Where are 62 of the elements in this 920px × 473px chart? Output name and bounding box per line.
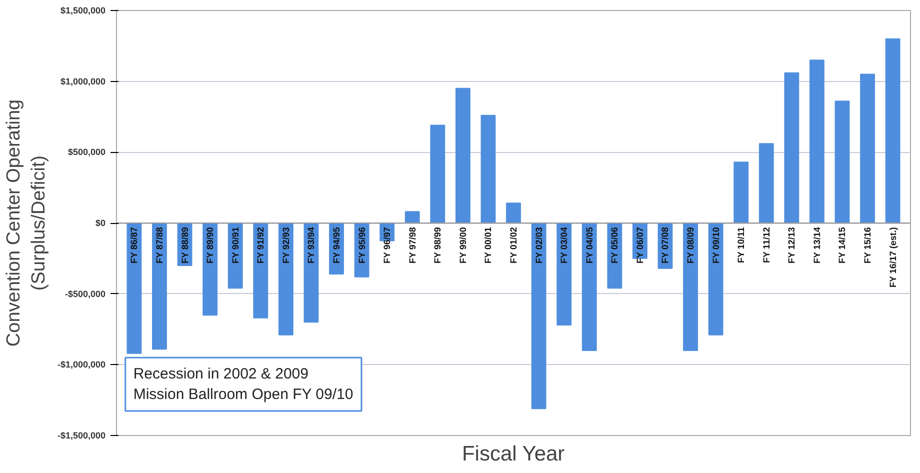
bar — [126, 222, 142, 354]
x-tick-label: FY 04/05 — [584, 227, 594, 264]
x-tick-label: FY 96/97 — [382, 227, 392, 264]
x-tick-label: FY 87/88 — [154, 227, 164, 264]
x-tick-label: FY 00/01 — [483, 227, 494, 264]
bar — [582, 222, 597, 351]
bar — [455, 88, 470, 224]
x-tick-label: FY 06/07 — [634, 227, 645, 264]
x-tick-label: FY 99/00 — [458, 227, 468, 264]
bar — [834, 100, 850, 224]
x-tick-label: FY 09/10 — [710, 227, 721, 264]
x-tick-label: FY 15/16 — [862, 227, 873, 264]
x-tick-label: FY 11/12 — [761, 227, 772, 264]
y-tick-label: $500,000 — [68, 147, 106, 158]
y-tick-label: $1,500,000 — [60, 6, 106, 16]
y-tick-label: $1,000,000 — [60, 76, 106, 86]
x-tick-label: FY 94/95 — [331, 227, 342, 264]
bar — [860, 74, 875, 224]
y-tick-label: -$1,500,000 — [57, 430, 106, 440]
bar — [809, 60, 824, 224]
bar — [734, 162, 749, 224]
y-tick-label: -$1,000,000 — [57, 360, 106, 370]
x-tick-label: FY 01/02 — [508, 227, 518, 264]
x-tick-label: FY 12/13 — [786, 227, 797, 264]
bar — [404, 211, 420, 224]
bar — [480, 114, 496, 224]
x-tick-label: FY 08/09 — [686, 227, 696, 264]
x-tick-label: FY 13/14 — [812, 227, 822, 264]
y-tick-label: $0 — [95, 218, 106, 228]
x-tick-label: FY 16/17 (est.) — [888, 227, 898, 288]
x-tick-label: FY 07/08 — [660, 227, 670, 264]
x-tick-label: FY 97/98 — [407, 227, 418, 264]
x-axis-title: Fiscal Year — [462, 442, 565, 466]
x-tick-label: FY 05/06 — [610, 227, 620, 264]
x-tick-label: FY 88/89 — [180, 227, 190, 264]
annotation: Recession in 2002 & 2009 — [133, 366, 308, 383]
x-tick-label: FY 90/91 — [230, 227, 240, 264]
x-tick-label: FY 14/15 — [837, 227, 848, 264]
annotation: Mission Ballroom Open FY 09/10 — [133, 386, 354, 403]
bar — [758, 143, 774, 224]
x-tick-label: FY 86/87 — [129, 227, 140, 264]
bar — [784, 72, 800, 224]
x-tick-label: FY 91/92 — [256, 227, 266, 264]
bar — [556, 222, 572, 326]
y-axis-title: Convention Center Operating (Surplus/Deficit) — [3, 99, 50, 347]
bar — [152, 222, 167, 350]
bar — [253, 222, 268, 318]
bar — [430, 124, 446, 224]
x-tick-label: FY 95/96 — [356, 227, 367, 264]
x-tick-label: FY 03/04 — [559, 227, 570, 264]
x-tick-label: FY 10/11 — [736, 227, 746, 264]
bar — [506, 202, 521, 224]
y-tick-label: -$500,000 — [64, 288, 106, 299]
x-tick-label: FY 98/99 — [432, 227, 443, 264]
bar — [531, 222, 546, 410]
x-tick-label: FY 89/90 — [205, 227, 216, 264]
x-tick-label: FY 92/93 — [280, 227, 291, 264]
bar — [278, 222, 294, 336]
x-tick-label: FY 93/94 — [306, 227, 316, 264]
bar — [683, 222, 698, 351]
bar — [885, 38, 900, 224]
x-tick-label: FY 02/03 — [534, 227, 544, 264]
